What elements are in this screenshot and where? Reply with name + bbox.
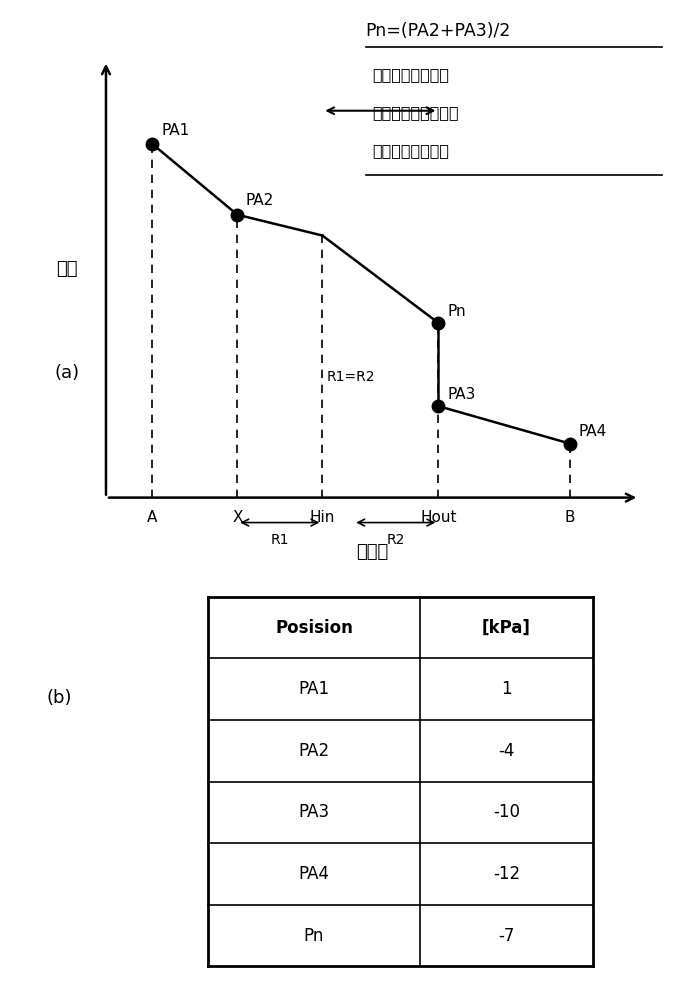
Text: R1: R1 — [270, 533, 289, 547]
Text: PA4: PA4 — [579, 424, 607, 439]
Text: PA3: PA3 — [298, 803, 330, 821]
Text: PA4: PA4 — [299, 865, 329, 883]
Text: PA2: PA2 — [245, 193, 273, 208]
Text: -12: -12 — [493, 865, 520, 883]
Text: Posision: Posision — [275, 619, 353, 637]
Text: PA2: PA2 — [298, 742, 330, 760]
Text: -7: -7 — [498, 927, 515, 945]
Text: B: B — [564, 510, 575, 525]
Text: X: X — [232, 510, 243, 525]
Text: （头内的啧嘴位置: （头内的啧嘴位置 — [373, 67, 450, 82]
Text: [kPa]: [kPa] — [482, 619, 531, 637]
Text: Pn=(PA2+PA3)/2: Pn=(PA2+PA3)/2 — [366, 22, 511, 40]
Text: 压力: 压力 — [57, 260, 78, 278]
Text: (a): (a) — [55, 364, 80, 382]
Text: Hin: Hin — [310, 510, 335, 525]
Text: PA1: PA1 — [298, 680, 330, 698]
Text: PA1: PA1 — [161, 123, 190, 138]
Text: 处于中心的情况）: 处于中心的情况） — [373, 143, 450, 158]
Text: R1=R2: R1=R2 — [326, 370, 375, 384]
Text: PA3: PA3 — [448, 387, 476, 402]
Text: A: A — [147, 510, 157, 525]
Text: 1: 1 — [501, 680, 512, 698]
Text: -4: -4 — [498, 742, 515, 760]
Text: (b): (b) — [47, 689, 72, 707]
Text: Pn: Pn — [304, 927, 324, 945]
Text: -10: -10 — [493, 803, 520, 821]
Text: Pn: Pn — [448, 304, 466, 319]
Text: Hout: Hout — [420, 510, 457, 525]
Text: R2: R2 — [386, 533, 405, 547]
Text: 在压力损失的观点上: 在压力损失的观点上 — [373, 105, 460, 120]
Text: 循环路: 循环路 — [357, 543, 388, 561]
